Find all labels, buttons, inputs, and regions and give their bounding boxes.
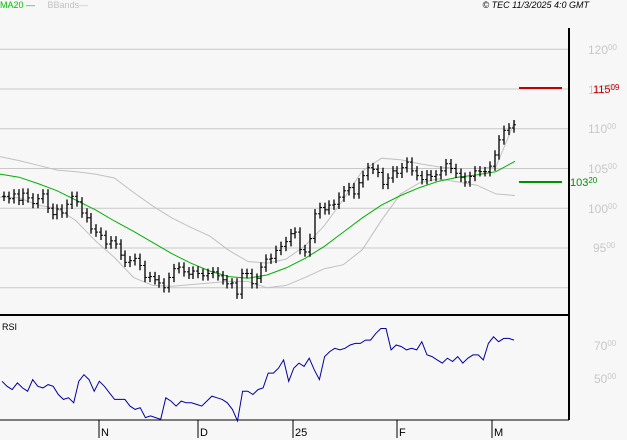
chart-credit: © TEC 11/3/2025 4:0 GMT: [482, 0, 589, 10]
y-label-95: 9500: [593, 241, 616, 255]
legend-ma20[interactable]: MA20 —: [0, 0, 36, 10]
y-label-100: 10000: [588, 202, 617, 216]
rsi-panel-title: RSI: [2, 322, 18, 332]
x-label-dec: D: [200, 427, 208, 439]
y-label-105: 10500: [588, 162, 617, 176]
x-label-mar: M: [494, 427, 504, 439]
rsi-label-50: 5000: [594, 372, 617, 386]
last-price-marker-label: 11509: [593, 83, 620, 96]
ma-marker-label: 10320: [570, 176, 598, 189]
legend-bbands[interactable]: BBands—: [47, 0, 89, 10]
x-label-2025: 25: [295, 427, 308, 439]
rsi-label-70: 7000: [594, 339, 617, 353]
legend: MA20 — BBands—: [0, 0, 88, 11]
y-label-110: 11000: [588, 122, 617, 136]
y-label-120: 12000: [588, 43, 617, 57]
x-label-feb: F: [399, 427, 406, 439]
x-label-nov: N: [101, 427, 109, 439]
y-label-115: 11500: [588, 83, 617, 97]
